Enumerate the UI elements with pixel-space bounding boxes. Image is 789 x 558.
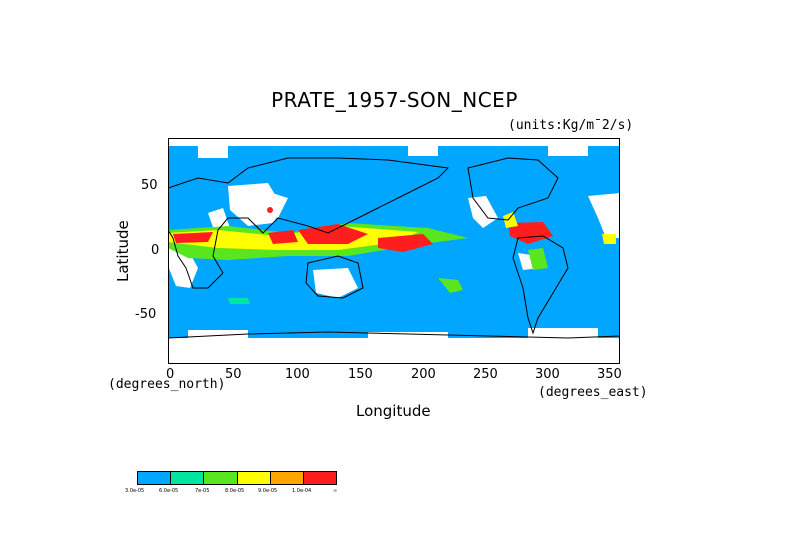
- legend-label-5: 9.0e-05: [258, 488, 278, 494]
- x-tick-250: 250: [473, 367, 498, 382]
- legend-swatch-4: [237, 472, 271, 484]
- legend-label-7: ∞: [333, 488, 338, 494]
- legend-label-4: 8.0e-05: [225, 488, 245, 494]
- map-title: PRATE_1957-SON_NCEP: [271, 88, 518, 112]
- legend-label-2: 6.0e-05: [159, 488, 179, 494]
- legend-swatch-3: [204, 472, 238, 484]
- y-tick-minus-50: -50: [135, 307, 157, 322]
- x-tick-0: 0: [166, 367, 175, 382]
- legend-swatch-2: [171, 472, 205, 484]
- x-axis-title: Longitude: [356, 402, 431, 420]
- color-legend: [137, 471, 337, 485]
- legend-swatch-5: [270, 472, 304, 484]
- legend-label-3: 7e-05: [195, 488, 210, 494]
- precipitation-map: [168, 138, 620, 364]
- coastlines: [168, 157, 620, 339]
- precip-bands: [168, 207, 616, 304]
- x-tick-350: 350: [597, 367, 622, 382]
- legend-swatch-1: [138, 472, 172, 484]
- x-tick-100: 100: [285, 367, 310, 382]
- x-tick-50: 50: [225, 367, 242, 382]
- legend-label-6: 1.0e-04: [292, 488, 312, 494]
- units-label: (units:Kg/m¯2/s): [508, 118, 634, 133]
- legend-label-1: 3.0e-05: [125, 488, 145, 494]
- x-tick-200: 200: [411, 367, 436, 382]
- y-tick-0: 0: [151, 243, 160, 258]
- y-axis-title: Latitude: [114, 220, 132, 282]
- x-tick-300: 300: [535, 367, 560, 382]
- x-unit-note: (degrees_east): [538, 385, 648, 400]
- y-unit-note: (degrees_north): [108, 377, 226, 392]
- legend-swatch-6: [303, 472, 337, 484]
- y-tick-50: 50: [141, 178, 158, 193]
- x-tick-150: 150: [348, 367, 373, 382]
